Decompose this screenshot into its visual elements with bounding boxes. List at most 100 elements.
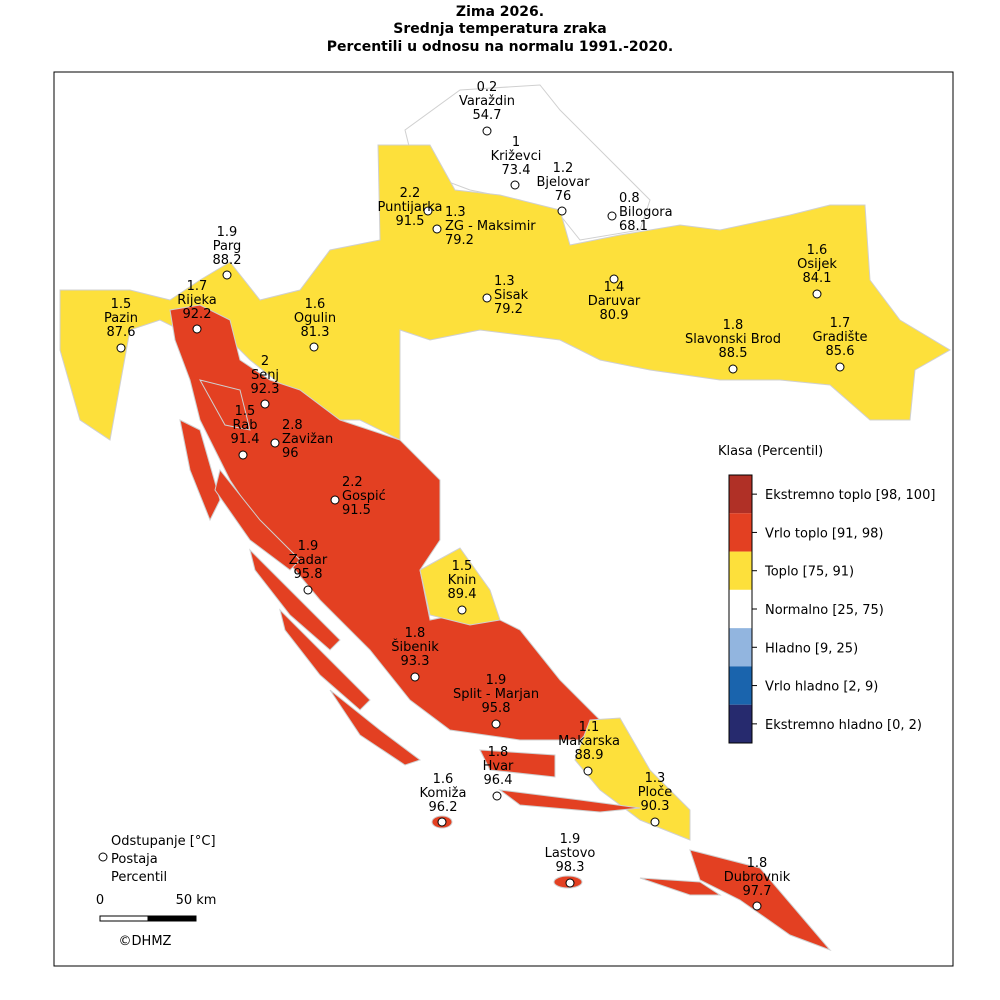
station-marker <box>432 224 442 234</box>
station-percentile: 88.2 <box>213 253 242 268</box>
station-percentile: 92.2 <box>183 307 212 322</box>
station-name: Slavonski Brod <box>685 332 781 347</box>
station-percentile: 76 <box>555 189 572 204</box>
station-marker <box>609 274 619 284</box>
station-name: Gospić <box>342 489 386 504</box>
station-name: Zavižan <box>282 432 333 447</box>
station-marker <box>192 324 202 334</box>
station-marker <box>303 585 313 595</box>
station-percentile: 95.8 <box>294 567 323 582</box>
station-marker <box>812 289 822 299</box>
key-station: Postaja <box>111 852 158 867</box>
station-percentile: 93.3 <box>401 654 430 669</box>
station-deviation: 2.8 <box>282 418 303 433</box>
station-name: Puntijarka <box>378 200 443 215</box>
station-name: Lastovo <box>545 846 596 861</box>
scale-start: 0 <box>96 893 104 908</box>
station-deviation: 1.5 <box>111 297 132 312</box>
legend-swatch <box>729 551 752 590</box>
station-deviation: 1.9 <box>298 539 319 554</box>
station-percentile: 96.2 <box>429 800 458 815</box>
station-name: Makarska <box>558 734 620 749</box>
scale-bar <box>147 915 197 922</box>
station-name: Osijek <box>797 257 837 272</box>
station-deviation: 1.9 <box>560 832 581 847</box>
legend-swatch <box>729 666 752 705</box>
station-marker <box>482 293 492 303</box>
legend-swatch <box>729 589 752 629</box>
station-percentile: 97.7 <box>743 884 772 899</box>
legend-label: Normalno [25, 75) <box>765 603 884 618</box>
station-marker <box>557 206 567 216</box>
legend-label: Hladno [9, 25) <box>765 641 858 656</box>
legend-label: Ekstremno toplo [98, 100] <box>765 488 935 503</box>
station-marker <box>309 342 319 352</box>
station-name: Dubrovnik <box>724 870 791 885</box>
legend-swatch <box>729 475 752 514</box>
title-line: Srednja temperatura zraka <box>393 21 606 37</box>
station-deviation: 1.3 <box>445 205 466 220</box>
station-percentile: 54.7 <box>473 108 502 123</box>
station-marker <box>607 211 617 221</box>
station-marker <box>222 270 232 280</box>
station-deviation: 2.2 <box>400 186 421 201</box>
station-marker <box>492 791 502 801</box>
station-marker <box>423 206 433 216</box>
station-name: Split - Marjan <box>453 687 539 702</box>
legend-title: Klasa (Percentil) <box>718 444 823 459</box>
station-deviation: 1.3 <box>494 274 515 289</box>
station-marker <box>270 438 280 448</box>
legend-swatch <box>729 704 752 743</box>
station-name: Ogulin <box>294 311 336 326</box>
station-deviation: 1.6 <box>305 297 326 312</box>
key-percentile: Percentil <box>111 870 167 885</box>
legend-swatch <box>729 513 752 552</box>
station-name: Gradište <box>812 330 867 345</box>
station-name: Komiža <box>420 786 467 801</box>
station-name: Rijeka <box>177 293 217 308</box>
station-percentile: 91.5 <box>396 214 425 229</box>
station-deviation: 1.8 <box>747 856 768 871</box>
station-deviation: 0.8 <box>619 191 640 206</box>
station-marker <box>565 878 575 888</box>
station-deviation: 1.1 <box>579 720 600 735</box>
station-percentile: 96 <box>282 446 299 461</box>
station-name: Šibenik <box>391 639 439 655</box>
station-percentile: 85.6 <box>826 344 855 359</box>
title-line: Zima 2026. <box>456 4 544 20</box>
station-percentile: 92.3 <box>251 382 280 397</box>
station-deviation: 1.9 <box>217 225 238 240</box>
scale-end: 50 km <box>176 893 217 908</box>
station-marker <box>437 817 447 827</box>
station-name: Bilogora <box>619 205 673 220</box>
station-marker <box>260 399 270 409</box>
station-percentile: 98.3 <box>556 860 585 875</box>
station-name: ZG - Maksimir <box>445 219 536 234</box>
station-name: Ploče <box>638 785 673 800</box>
station-name: Senj <box>251 368 279 383</box>
station-percentile: 88.5 <box>719 346 748 361</box>
station-marker <box>116 343 126 353</box>
station-deviation: 1.7 <box>830 316 851 331</box>
station-name: Rab <box>233 418 258 433</box>
station-name: Bjelovar <box>536 175 590 190</box>
bottom-key: Odstupanje [°C] Postaja Percentil 0 50 k… <box>96 834 217 949</box>
station-percentile: 68.1 <box>619 219 648 234</box>
key-station-symbol <box>98 852 108 862</box>
station-name: Zadar <box>289 553 328 568</box>
station-marker <box>728 364 738 374</box>
legend-frame <box>728 474 753 744</box>
station-name: Knin <box>448 573 477 588</box>
station-percentile: 79.2 <box>494 302 523 317</box>
station-marker <box>752 901 762 911</box>
station-deviation: 1.8 <box>488 745 509 760</box>
station-marker <box>835 362 845 372</box>
station-deviation: 1.8 <box>723 318 744 333</box>
station-marker <box>410 672 420 682</box>
scale-bar <box>99 915 149 922</box>
copyright: ©DHMZ <box>119 934 172 949</box>
station-deviation: 0.2 <box>477 80 498 95</box>
station-marker <box>510 180 520 190</box>
station-deviation: 1.5 <box>235 404 256 419</box>
